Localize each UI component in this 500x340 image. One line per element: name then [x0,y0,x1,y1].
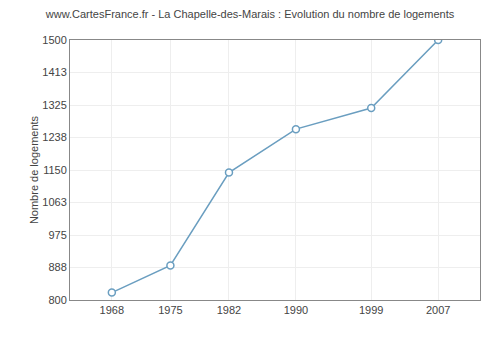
svg-text:1999: 1999 [359,304,383,316]
svg-text:1325: 1325 [42,99,66,111]
svg-text:Nombre de logements: Nombre de logements [28,115,40,224]
svg-text:1063: 1063 [42,196,66,208]
svg-text:1150: 1150 [43,164,67,176]
svg-text:800: 800 [48,294,66,306]
svg-text:975: 975 [48,229,66,241]
svg-text:1982: 1982 [217,304,241,316]
svg-text:1975: 1975 [158,304,182,316]
svg-text:1500: 1500 [42,34,66,46]
svg-text:1413: 1413 [42,66,66,78]
svg-text:www.CartesFrance.fr - La Chape: www.CartesFrance.fr - La Chapelle-des-Ma… [45,8,455,20]
svg-text:1968: 1968 [100,304,124,316]
svg-text:1990: 1990 [284,304,308,316]
svg-text:888: 888 [48,261,66,273]
svg-text:2007: 2007 [426,304,450,316]
svg-text:1238: 1238 [42,131,66,143]
